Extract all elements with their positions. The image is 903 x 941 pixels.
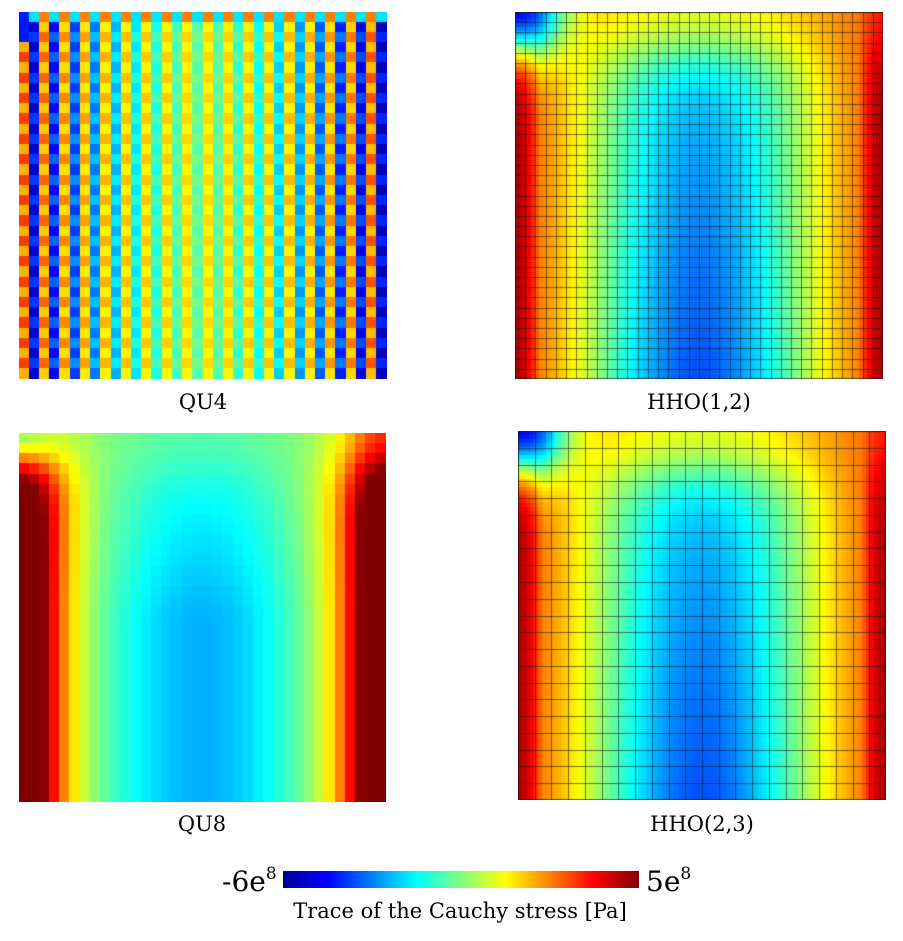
caption-hho23: HHO(2,3) — [650, 812, 754, 836]
colorbar-max-label: 5e8 — [646, 866, 691, 896]
panel-qu8 — [19, 433, 386, 802]
panel-hho12 — [515, 12, 883, 379]
colorbar-min-label: -6e8 — [222, 866, 277, 896]
caption-hho12: HHO(1,2) — [647, 390, 751, 414]
panel-hho23 — [518, 431, 886, 800]
colorbar-max-exponent: 8 — [680, 864, 692, 884]
colorbar-min-exponent: 8 — [265, 864, 277, 884]
stress-field-hho12 — [515, 12, 883, 379]
colorbar-max-mantissa: 5e — [646, 865, 681, 898]
colorbar-min-mantissa: -6e — [222, 865, 266, 898]
stress-field-qu8 — [19, 433, 386, 802]
caption-qu4: QU4 — [178, 390, 228, 414]
caption-qu8: QU8 — [177, 812, 227, 836]
stress-field-hho23 — [518, 431, 886, 800]
colorbar-title: Trace of the Cauchy stress [Pa] — [293, 899, 627, 923]
stress-field-qu4 — [19, 12, 387, 379]
colorbar — [283, 871, 639, 888]
panel-qu4 — [19, 12, 387, 379]
